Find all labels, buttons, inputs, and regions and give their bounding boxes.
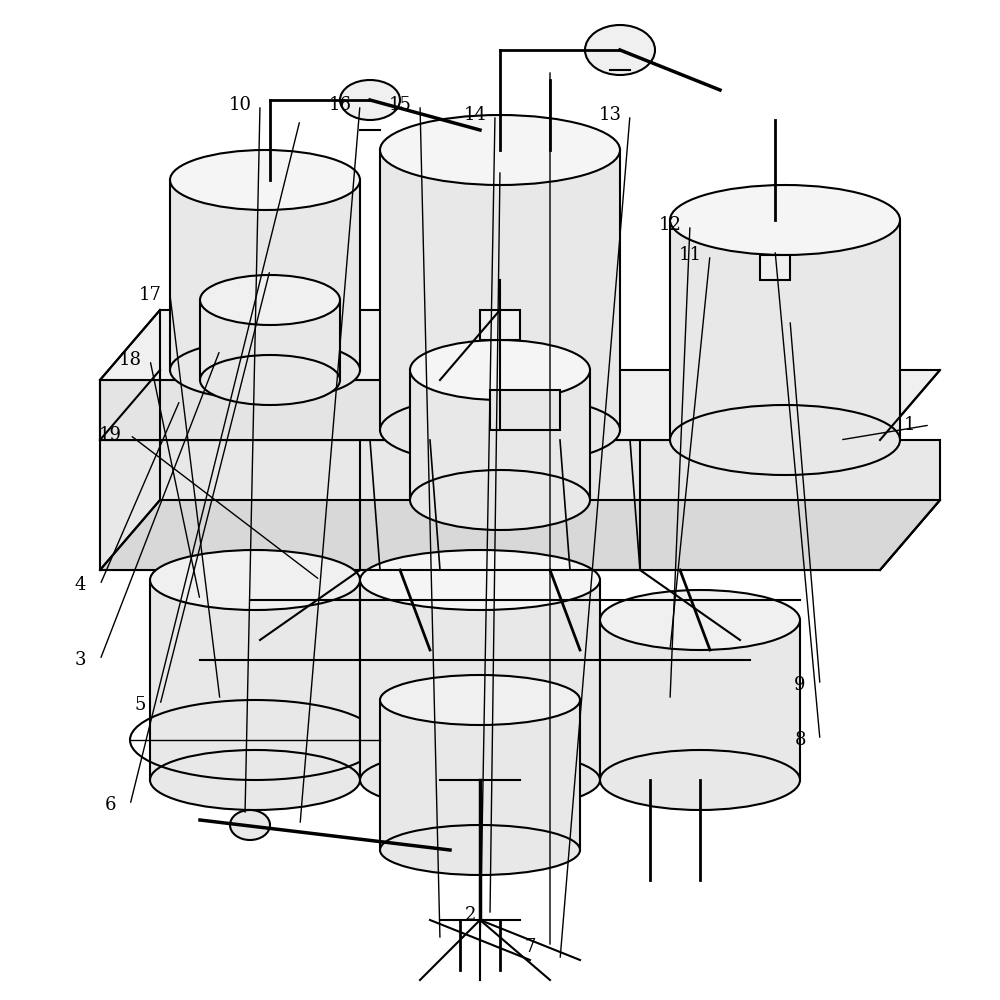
Text: 12: 12	[659, 216, 681, 234]
Ellipse shape	[170, 150, 360, 210]
Ellipse shape	[150, 750, 360, 810]
Polygon shape	[100, 310, 500, 380]
Ellipse shape	[170, 340, 360, 400]
Text: 10: 10	[228, 96, 252, 114]
Ellipse shape	[360, 750, 600, 810]
Polygon shape	[600, 620, 800, 780]
Text: 13: 13	[598, 106, 622, 124]
Polygon shape	[200, 300, 340, 380]
Polygon shape	[170, 180, 360, 370]
Ellipse shape	[380, 675, 580, 725]
Ellipse shape	[380, 395, 620, 465]
Ellipse shape	[360, 550, 600, 610]
Text: 18: 18	[119, 351, 142, 369]
Text: 6: 6	[104, 796, 116, 814]
Ellipse shape	[410, 470, 590, 530]
Polygon shape	[410, 370, 590, 500]
Text: 3: 3	[74, 651, 86, 669]
Ellipse shape	[380, 825, 580, 875]
Text: 14: 14	[464, 106, 486, 124]
Text: 19: 19	[98, 426, 122, 444]
Polygon shape	[380, 150, 620, 430]
Ellipse shape	[230, 810, 270, 840]
Text: 17: 17	[139, 286, 161, 304]
FancyBboxPatch shape	[760, 255, 790, 280]
Ellipse shape	[340, 80, 400, 120]
FancyBboxPatch shape	[480, 310, 520, 340]
Polygon shape	[100, 440, 940, 570]
Text: 2: 2	[464, 906, 476, 924]
Ellipse shape	[410, 340, 590, 400]
Text: 5: 5	[134, 696, 146, 714]
Ellipse shape	[600, 750, 800, 810]
Ellipse shape	[200, 355, 340, 405]
Polygon shape	[360, 580, 600, 780]
Text: 15: 15	[389, 96, 411, 114]
Text: 11: 11	[678, 246, 702, 264]
Polygon shape	[100, 370, 940, 440]
Text: 8: 8	[794, 731, 806, 749]
Ellipse shape	[380, 115, 620, 185]
Ellipse shape	[200, 275, 340, 325]
Text: 4: 4	[74, 576, 86, 594]
Ellipse shape	[150, 550, 360, 610]
Text: 7: 7	[524, 938, 536, 956]
Ellipse shape	[600, 590, 800, 650]
Polygon shape	[380, 700, 580, 850]
Polygon shape	[100, 310, 500, 440]
Text: 9: 9	[794, 676, 806, 694]
Ellipse shape	[670, 185, 900, 255]
FancyBboxPatch shape	[490, 390, 560, 430]
Ellipse shape	[670, 405, 900, 475]
Polygon shape	[670, 220, 900, 440]
Text: 1: 1	[904, 416, 916, 434]
Ellipse shape	[585, 25, 655, 75]
Text: 16: 16	[328, 96, 352, 114]
Polygon shape	[150, 580, 360, 780]
Polygon shape	[100, 500, 940, 570]
